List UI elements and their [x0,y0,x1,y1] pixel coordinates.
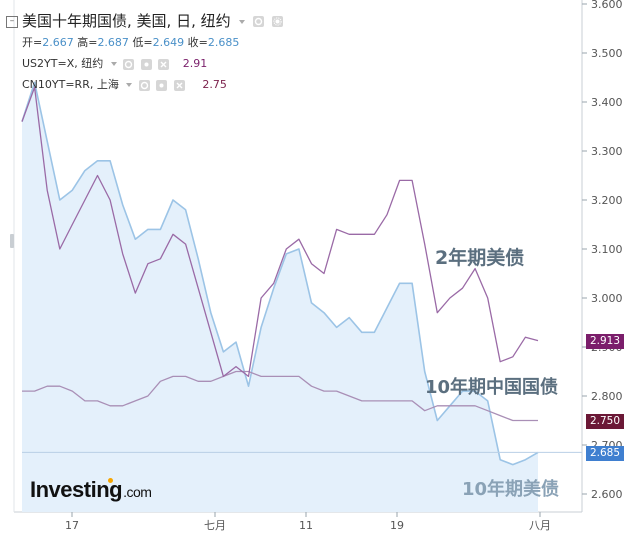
investing-logo: Investing.com [30,477,152,503]
high-label: 高= [77,36,98,49]
x-tick-label: 11 [299,519,313,532]
cn10y-line [22,370,538,422]
logo-suffix: .com [123,484,152,500]
settings-icon[interactable] [253,16,265,27]
us10y-area [22,82,538,513]
open-label: 开= [22,36,43,49]
overlay-legend-us2y: US2YT=X, 纽约 2.91 [22,55,207,71]
close-value: 2.685 [207,36,240,49]
us2y-line [21,86,539,378]
annotation-us2y: 2年期美债 [435,247,525,269]
y-tick-label: 2.600 [591,488,623,501]
logo-text: Investing [30,477,123,502]
settings-icon[interactable] [138,79,150,91]
chevron-down-icon[interactable] [126,83,133,87]
x-tick-label: 17 [65,519,79,532]
y-tick-label: 3.300 [591,145,623,158]
close-icon[interactable] [158,58,170,70]
gear-icon[interactable] [140,58,152,70]
chart-legend-main: – 美国十年期国债, 美国, 日, 纽约 [6,10,283,31]
instrument-title: 美国十年期国债, 美国, 日, 纽约 [22,12,231,30]
x-tick-label: 19 [390,519,404,532]
y-tick-label: 3.600 [591,0,623,11]
y-tick-label: 3.000 [591,292,623,305]
overlay-legend-cn10y: CN10YT=RR, 上海 2.75 [22,76,227,92]
y-tick-label: 3.500 [591,47,623,60]
price-tag-us10y: 2.685 [585,446,624,461]
y-tick-label: 3.100 [591,243,623,256]
overlay-value: 2.91 [182,57,208,70]
y-tick-label: 3.400 [591,96,623,109]
us10y-line [21,81,539,466]
y-tick-label: 2.800 [591,390,623,403]
ohlc-row: 开=2.667 高=2.687 低=2.649 收=2.685 [22,34,239,50]
y-tick-label: 3.200 [591,194,623,207]
x-tick-label: 八月 [529,519,551,532]
settings-icon[interactable] [123,58,135,70]
overlay-value: 2.75 [202,78,227,91]
price-tag-cn10y: 2.750 [585,414,624,429]
low-label: 低= [132,36,153,49]
chevron-down-icon[interactable] [110,62,117,66]
overlay-name: CN10YT=RR, 上海 [22,78,119,91]
gear-icon[interactable] [271,16,283,27]
open-value: 2.667 [42,36,74,49]
collapse-icon[interactable]: – [6,15,18,28]
chevron-down-icon[interactable] [239,19,246,24]
scroll-handle[interactable] [10,234,14,248]
annotation-us10y: 10年期美债 [462,479,560,500]
logo-dot [108,478,114,483]
high-value: 2.687 [97,36,129,49]
gear-icon[interactable] [156,79,168,91]
x-tick-label: 七月 [204,519,226,532]
close-label: 收= [187,36,208,49]
low-value: 2.649 [152,36,185,49]
close-icon[interactable] [173,79,185,91]
annotation-cn10y: 10年期中国国债 [425,377,559,398]
price-tag-us2y: 2.913 [585,334,624,349]
overlay-name: US2YT=X, 纽约 [22,57,104,70]
